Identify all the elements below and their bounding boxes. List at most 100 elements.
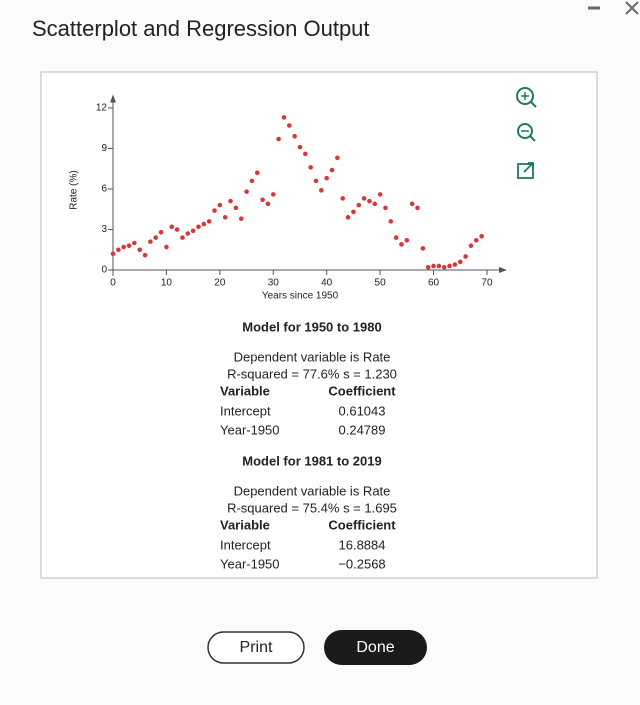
point (340, 196, 346, 201)
point (158, 229, 164, 235)
col-header: Variable (220, 517, 270, 532)
point (276, 136, 281, 142)
point (303, 151, 308, 157)
y-tick-label: 6 (101, 184, 107, 195)
point (238, 216, 244, 221)
x-tick-label: 0 (110, 278, 116, 289)
point (463, 254, 468, 259)
point (404, 237, 410, 243)
point (249, 178, 255, 184)
point (324, 175, 329, 181)
point (174, 227, 180, 232)
zoom-out[interactable] (517, 123, 536, 142)
point (180, 235, 185, 240)
point (206, 219, 212, 224)
open-external[interactable] (517, 162, 534, 179)
zoom-in[interactable] (516, 87, 537, 108)
model-line: Dependent variable is Rate (234, 483, 391, 498)
point (196, 224, 201, 230)
variable: Intercept (220, 403, 271, 418)
point (345, 215, 351, 220)
point (441, 264, 447, 270)
point (201, 221, 207, 227)
x-tick-label: 50 (375, 278, 387, 289)
point (377, 192, 383, 197)
model-title: Model for 1950 to 1980 (242, 319, 381, 334)
x-tick-label: 60 (428, 278, 440, 289)
point (457, 259, 463, 265)
point (356, 202, 362, 208)
point (425, 264, 431, 270)
x-axis-label: Years since 1950 (262, 291, 339, 302)
point (222, 215, 228, 220)
panel (40, 71, 598, 579)
coefficient: 0.24789 (339, 422, 386, 437)
x-tick-label: 10 (161, 278, 173, 289)
print-button[interactable] (207, 631, 305, 664)
y-arrow (110, 94, 116, 103)
x-tick-label: 30 (268, 278, 280, 289)
coefficient: −0.2568 (338, 556, 385, 571)
point (415, 205, 420, 211)
point (313, 178, 319, 184)
point (260, 197, 265, 203)
point (452, 262, 458, 267)
y-tick-label: 0 (101, 265, 107, 276)
col-header: Coefficient (328, 383, 396, 398)
point (121, 244, 126, 250)
point (228, 198, 233, 204)
point (393, 235, 399, 240)
x-tick-label: 70 (481, 278, 493, 289)
point (431, 263, 436, 269)
point (479, 233, 484, 239)
point (335, 155, 340, 161)
point (308, 165, 313, 170)
point (265, 201, 271, 207)
point (169, 224, 175, 230)
point (399, 242, 404, 247)
point (361, 196, 367, 201)
print-label[interactable]: Print (240, 639, 273, 656)
point (372, 201, 378, 207)
page-title: Scatterplot and Regression Output (32, 16, 370, 41)
col-header: Coefficient (328, 517, 396, 532)
point (217, 202, 223, 208)
close[interactable] (625, 1, 639, 15)
y-axis-label: Rate (%) (69, 170, 80, 209)
done-label[interactable]: Done (356, 639, 394, 656)
y-tick-label: 3 (101, 224, 107, 235)
point (436, 263, 442, 269)
point (447, 263, 452, 269)
point (116, 247, 121, 253)
point (185, 231, 191, 236)
variable: Year-1950 (220, 422, 280, 437)
model-line: R-squared = 77.6% s = 1.230 (227, 366, 397, 381)
point (468, 243, 474, 248)
point (137, 247, 143, 253)
point (329, 167, 335, 173)
point (254, 170, 260, 176)
point (164, 244, 169, 250)
point (132, 240, 137, 246)
point (351, 209, 356, 215)
y-tick-label: 12 (96, 103, 108, 114)
x-arrow (499, 267, 507, 273)
point (297, 144, 303, 150)
point (190, 228, 196, 234)
point (233, 205, 239, 211)
coefficient: 0.61043 (339, 403, 386, 418)
point (319, 188, 324, 193)
point (383, 205, 388, 211)
done-button[interactable] (324, 630, 427, 665)
point (270, 192, 276, 197)
col-header: Variable (220, 383, 270, 398)
point (110, 251, 116, 257)
point (473, 237, 479, 243)
point (287, 123, 292, 128)
point (292, 134, 297, 139)
point (388, 219, 394, 224)
point (367, 198, 372, 204)
point (126, 243, 132, 248)
point (281, 115, 287, 120)
